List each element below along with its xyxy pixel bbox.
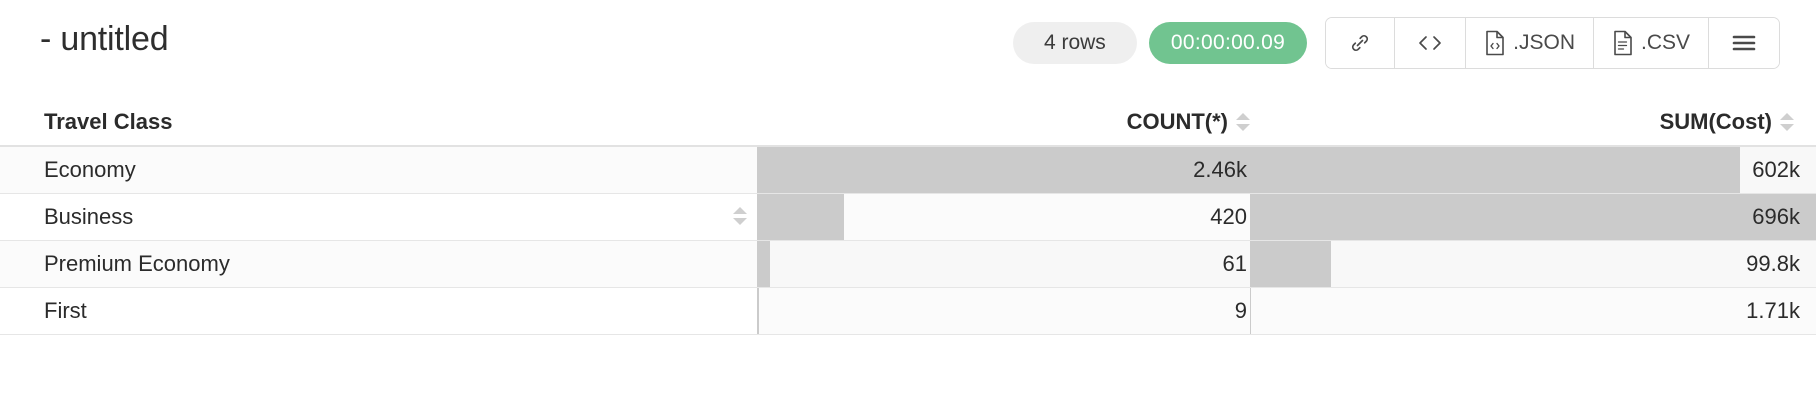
cell-sum-cost: 1.71k [1250, 288, 1816, 334]
cell-count: 61 [757, 241, 1263, 287]
bar-fill [757, 288, 760, 334]
results-table: Travel Class COUNT(*) SUM(Cost) Economy … [0, 92, 1816, 335]
cell-count-value: 420 [1210, 204, 1247, 229]
download-json-label: .JSON [1513, 31, 1575, 54]
bar-fill [757, 241, 770, 287]
cell-count-value: 9 [1234, 298, 1247, 323]
cell-count-value: 2.46k [1193, 157, 1247, 182]
bar-fill [757, 194, 844, 240]
column-header-count[interactable]: COUNT(*) [1127, 109, 1250, 135]
view-code-button[interactable] [1395, 18, 1467, 68]
cell-travel-class: Business [44, 204, 134, 229]
cell-sum-cost-value: 602k [1752, 157, 1800, 182]
execution-time-badge: 00:00:00.09 [1148, 22, 1308, 64]
table-row[interactable]: Premium Economy 61 99.8k [0, 241, 1816, 288]
cell-sum-cost: 696k [1250, 194, 1816, 240]
table-header-row: Travel Class COUNT(*) SUM(Cost) [0, 92, 1816, 147]
download-json-button[interactable]: .JSON [1466, 18, 1594, 68]
cell-sum-cost-value: 1.71k [1746, 298, 1800, 323]
bar-track [1250, 288, 1816, 334]
bar-fill [757, 147, 1263, 193]
result-header: - untitled 4 rows 00:00:00.09 [0, 0, 1816, 92]
export-button-group: .JSON .CSV [1325, 17, 1780, 69]
cell-travel-class: First [44, 298, 87, 323]
cell-count: 2.46k [757, 147, 1263, 193]
code-icon [1417, 32, 1443, 54]
column-header-sum-cost-label: SUM(Cost) [1659, 109, 1772, 134]
column-header-count-label: COUNT(*) [1126, 109, 1228, 134]
column-header-travel-class-label: Travel Class [44, 109, 173, 134]
row-count-badge: 4 rows [1012, 22, 1137, 64]
bar-fill [1250, 147, 1740, 193]
cell-sum-cost: 602k [1250, 147, 1816, 193]
table-row[interactable]: Business 420 696k [0, 194, 1816, 241]
result-toolbar: 4 rows 00:00:00.09 [1012, 17, 1780, 69]
cell-sum-cost-value: 696k [1752, 204, 1800, 229]
bar-fill [1250, 194, 1816, 240]
download-csv-label: .CSV [1640, 31, 1690, 54]
table-row[interactable]: First 9 1.71k [0, 288, 1816, 335]
bar-track [757, 241, 1263, 287]
sort-icon[interactable] [1780, 112, 1794, 132]
cell-count-value: 61 [1222, 251, 1247, 276]
cell-travel-class: Economy [44, 157, 136, 182]
bar-fill [1250, 241, 1331, 287]
menu-icon [1731, 33, 1757, 53]
json-file-icon [1484, 30, 1506, 56]
bar-fill [1250, 288, 1252, 334]
sort-icon-travel-class[interactable] [733, 106, 747, 325]
cell-count: 420 [757, 194, 1263, 240]
overflow-menu-button[interactable] [1709, 18, 1779, 68]
copy-link-button[interactable] [1326, 18, 1396, 68]
cell-travel-class: Premium Economy [44, 251, 230, 276]
table-row[interactable]: Economy 2.46k 602k [0, 147, 1816, 194]
sort-icon[interactable] [733, 206, 747, 226]
link-icon [1348, 31, 1372, 55]
csv-file-icon [1612, 30, 1634, 56]
cell-count: 9 [757, 288, 1263, 334]
page-title: - untitled [40, 20, 169, 58]
download-csv-button[interactable]: .CSV [1593, 18, 1709, 68]
column-header-travel-class[interactable]: Travel Class [44, 109, 172, 135]
bar-track [1250, 241, 1816, 287]
cell-sum-cost: 99.8k [1250, 241, 1816, 287]
cell-sum-cost-value: 99.8k [1746, 251, 1800, 276]
column-header-sum-cost[interactable]: SUM(Cost) [1660, 109, 1794, 135]
sort-icon[interactable] [1236, 112, 1250, 132]
bar-track [757, 288, 1263, 334]
